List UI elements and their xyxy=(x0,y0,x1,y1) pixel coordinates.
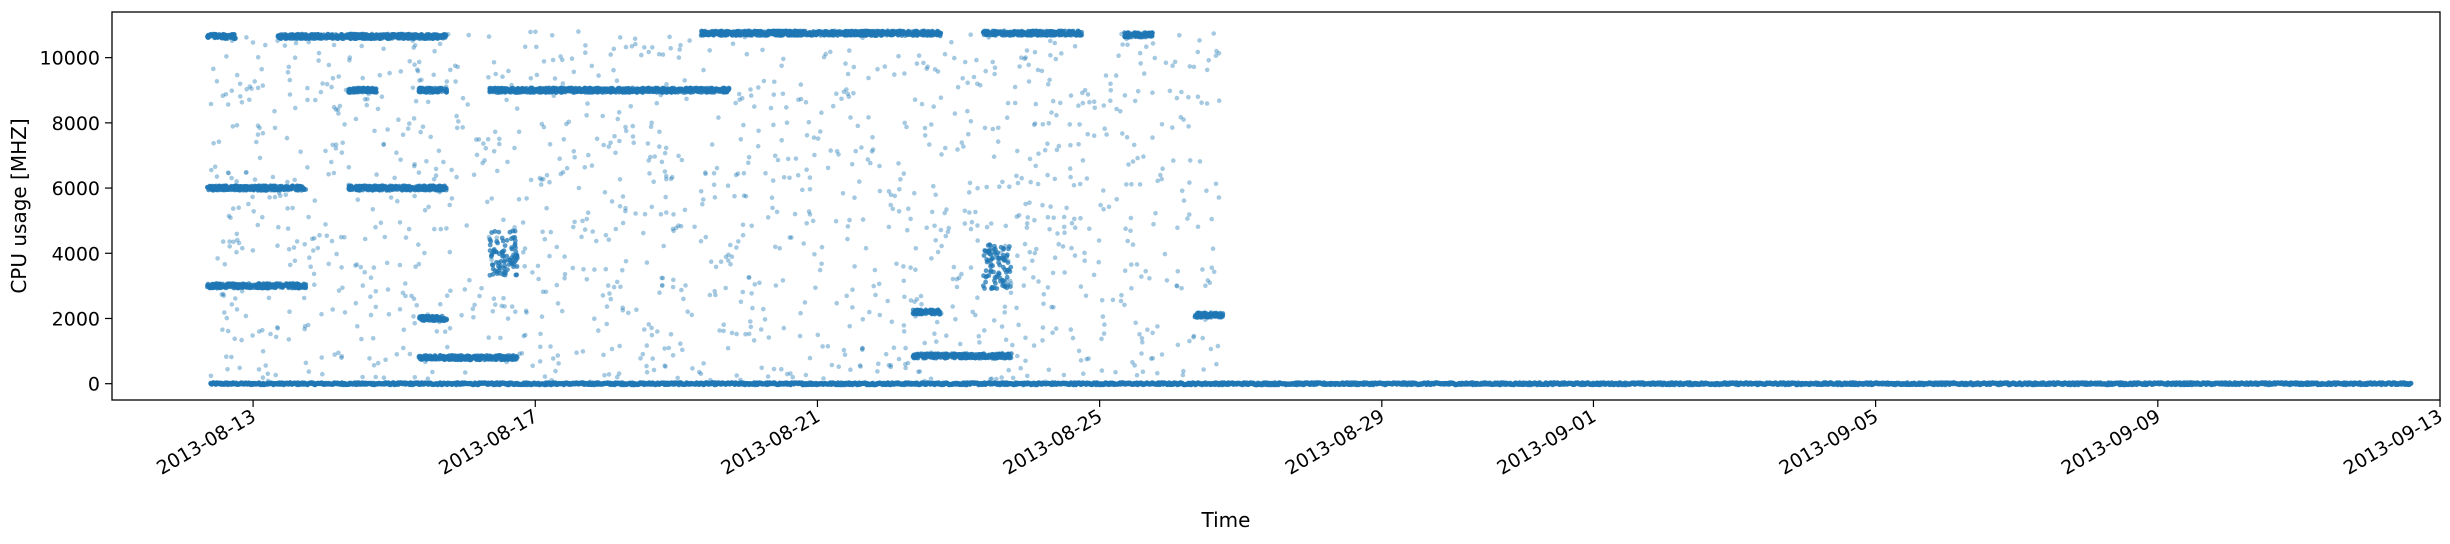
data-point xyxy=(358,185,364,191)
data-point xyxy=(298,33,304,38)
data-point xyxy=(288,186,293,192)
data-point xyxy=(279,184,285,190)
data-point xyxy=(505,267,510,272)
data-point xyxy=(501,248,507,254)
data-point xyxy=(509,245,514,251)
data-point xyxy=(271,186,277,192)
data-point xyxy=(511,356,516,362)
data-point xyxy=(490,262,496,268)
data-point xyxy=(421,87,426,92)
data-point xyxy=(353,184,359,190)
data-point xyxy=(225,282,231,287)
data-point xyxy=(283,184,289,190)
data-point xyxy=(219,33,225,39)
data-point xyxy=(228,32,234,38)
data-point xyxy=(419,314,424,320)
data-point xyxy=(426,355,432,360)
data-point xyxy=(386,187,391,193)
data-point xyxy=(473,357,479,362)
data-point xyxy=(371,33,376,39)
data-point xyxy=(245,187,251,192)
data-point xyxy=(491,354,497,359)
data-point xyxy=(514,272,520,278)
data-point xyxy=(249,185,255,191)
data-point xyxy=(501,355,507,360)
data-point xyxy=(434,86,439,92)
data-point xyxy=(393,185,399,190)
data-point xyxy=(502,243,508,249)
data-point xyxy=(416,184,422,190)
data-point xyxy=(324,35,330,41)
data-point xyxy=(507,229,513,235)
data-point xyxy=(447,354,453,360)
data-point xyxy=(367,86,373,92)
data-point xyxy=(427,36,432,41)
data-point xyxy=(258,184,263,190)
data-point xyxy=(378,35,383,40)
data-point xyxy=(492,229,498,234)
data-point xyxy=(372,183,377,189)
data-point xyxy=(482,355,488,361)
data-point xyxy=(489,251,495,257)
data-point xyxy=(283,281,289,287)
data-point xyxy=(248,283,253,289)
data-point xyxy=(205,282,210,288)
data-point xyxy=(318,32,324,38)
data-point xyxy=(443,355,449,361)
data-point xyxy=(261,283,266,289)
data-point xyxy=(435,315,441,321)
data-point xyxy=(226,186,232,192)
data-point xyxy=(373,88,378,94)
data-point xyxy=(218,187,223,193)
data-point xyxy=(510,235,516,241)
data-point xyxy=(443,88,449,93)
data-point xyxy=(514,264,520,269)
data-point xyxy=(382,34,388,39)
data-point xyxy=(212,32,217,38)
data-point xyxy=(293,187,299,193)
data-point xyxy=(441,317,446,322)
data-point xyxy=(429,85,435,91)
data-point xyxy=(404,186,409,191)
data-point xyxy=(502,258,508,263)
data-point xyxy=(433,356,438,362)
data-point xyxy=(205,184,210,190)
data-point xyxy=(266,184,272,190)
data-point xyxy=(207,34,212,40)
data-point xyxy=(311,36,316,41)
data-point xyxy=(437,353,443,358)
data-point xyxy=(349,35,355,41)
data-point xyxy=(412,187,418,193)
data-point xyxy=(419,32,425,38)
data-point xyxy=(234,184,240,190)
data-point xyxy=(214,186,219,191)
data-point xyxy=(423,184,428,190)
data-point xyxy=(404,35,410,41)
data-point xyxy=(491,247,497,252)
data-point xyxy=(500,238,506,244)
data-point xyxy=(299,283,304,289)
data-point xyxy=(312,32,318,37)
data-point xyxy=(429,185,435,190)
data-points xyxy=(205,28,2414,388)
data-point xyxy=(487,242,493,248)
data-point xyxy=(353,88,359,94)
data-point xyxy=(255,282,260,288)
data-point xyxy=(487,272,493,278)
data-point xyxy=(422,354,428,360)
data-point xyxy=(410,32,415,38)
data-point xyxy=(224,34,229,39)
data-point xyxy=(430,314,435,320)
data-point xyxy=(2408,380,2414,386)
data-point xyxy=(381,184,387,190)
data-point xyxy=(332,35,337,41)
data-point xyxy=(438,87,444,93)
data-point xyxy=(377,187,382,193)
data-point xyxy=(238,282,244,288)
data-point xyxy=(487,356,492,361)
data-point xyxy=(497,265,503,271)
